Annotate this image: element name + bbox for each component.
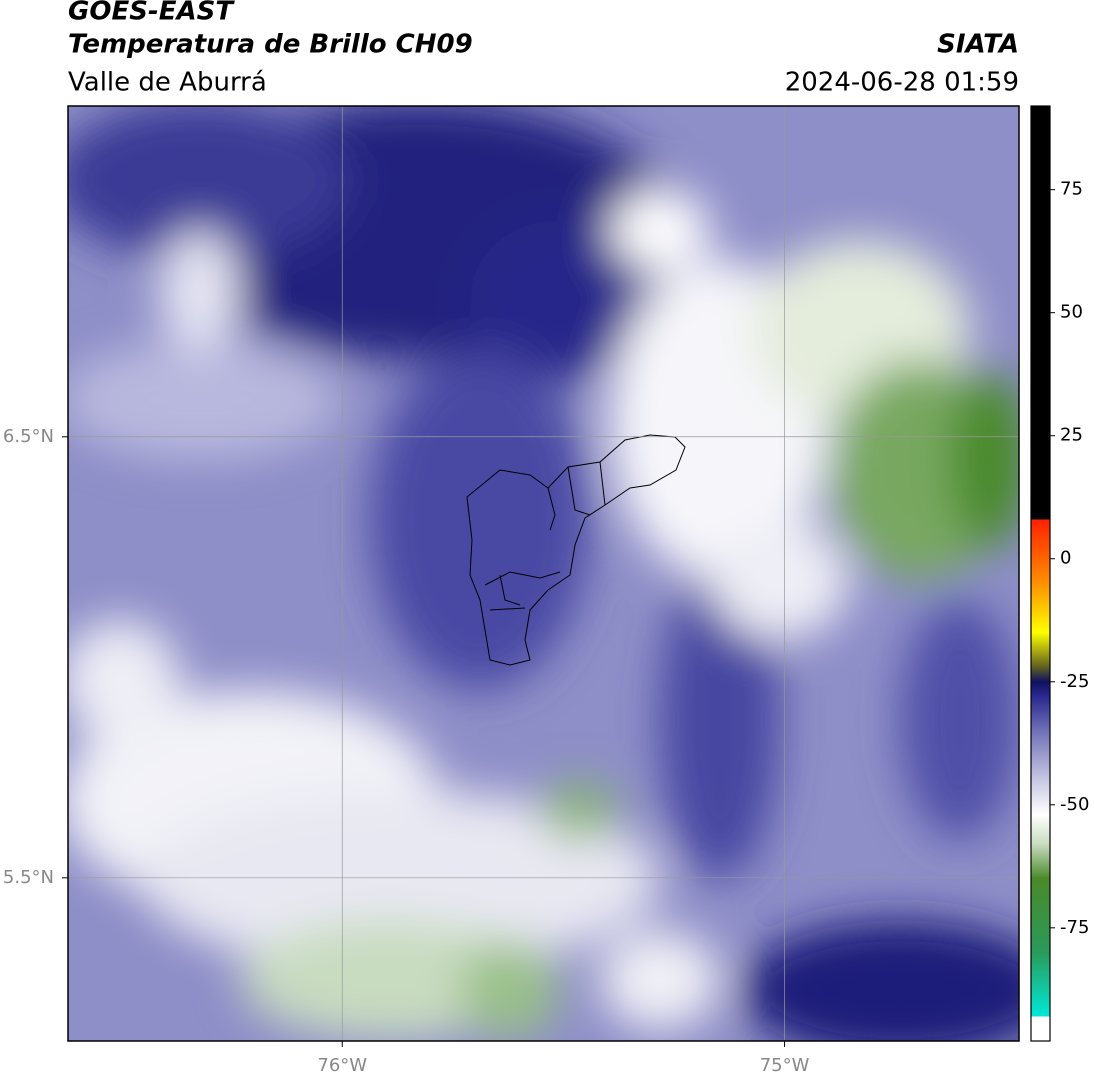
graticule <box>68 106 1019 1041</box>
colorbar-tick-label: 50 <box>1060 302 1083 323</box>
x-tick-label: 75°W <box>760 1055 810 1076</box>
y-tick-label: 5.5°N <box>3 867 54 888</box>
colorbar-tick-label: 0 <box>1060 548 1071 569</box>
source: SIATA <box>937 30 1019 60</box>
y-tick-label: 6.5°N <box>3 426 54 447</box>
region: Valle de Aburrá <box>68 68 267 98</box>
watershed-boundaries <box>466 434 686 666</box>
subtitle: Temperatura de Brillo CH09 <box>68 30 473 60</box>
map-frame <box>67 105 1020 1042</box>
colorbar <box>1030 105 1051 1042</box>
datetime: 2024-06-28 01:59 <box>785 68 1019 98</box>
x-tick-label: 76°W <box>317 1055 367 1076</box>
colorbar-tick-label: -75 <box>1060 917 1089 938</box>
colorbar-tick-label: -50 <box>1060 794 1089 815</box>
colorbar-tick-label: 25 <box>1060 425 1083 446</box>
title: GOES-EAST <box>68 0 235 27</box>
satellite-image <box>68 106 1019 1041</box>
colorbar-tick-label: 75 <box>1060 179 1083 200</box>
colorbar-tick-label: -25 <box>1060 671 1089 692</box>
